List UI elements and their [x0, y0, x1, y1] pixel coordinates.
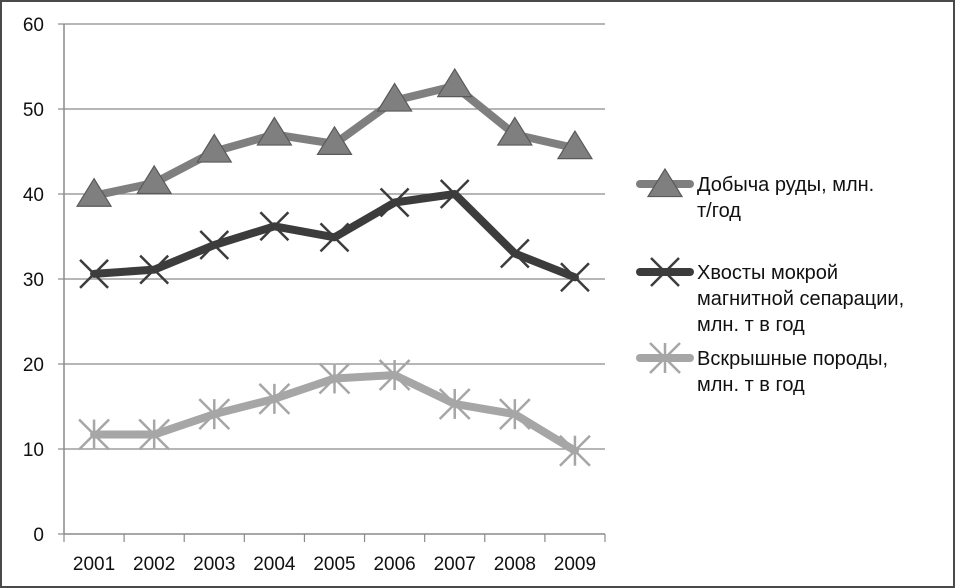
x-tick-labels: 2001 2002 2003 2004 2005 2006 2007 2008 2009	[73, 554, 596, 575]
series-2	[79, 179, 590, 293]
y-tick-label: 20	[23, 355, 44, 376]
data-point-marker	[316, 125, 353, 155]
axes	[63, 24, 605, 535]
y-tick-labels: 0 10 20 30 40 50 60	[23, 15, 44, 546]
legend-label: Добыча руды, млн.	[697, 174, 874, 196]
y-tick-label: 10	[23, 440, 44, 461]
data-point-marker	[259, 211, 290, 242]
x-tick-label: 2002	[133, 554, 175, 575]
legend-entry: Хвосты мокрой магнитной сепарации, млн. т …	[636, 257, 904, 336]
data-point-marker	[256, 116, 293, 146]
series-3	[78, 359, 591, 467]
data-point-marker	[499, 238, 530, 269]
y-tick-label: 40	[23, 185, 44, 206]
data-point-marker	[75, 177, 113, 207]
data-point-marker	[318, 362, 351, 395]
legend-label: млн. т в год	[697, 314, 805, 336]
x-tick-label: 2008	[494, 554, 536, 575]
legend-marker	[650, 257, 680, 287]
data-point-marker	[139, 254, 170, 285]
data-point-marker	[560, 262, 590, 293]
legend-label: магнитной сепарации,	[697, 288, 904, 310]
y-tick-label: 0	[33, 525, 44, 546]
series-1	[75, 67, 594, 207]
y-tick-label: 60	[23, 15, 44, 36]
data-point-marker	[79, 259, 109, 289]
data-point-marker	[319, 222, 350, 253]
data-point-marker	[138, 418, 171, 451]
x-tick-label: 2003	[193, 554, 235, 575]
data-point-marker	[78, 418, 110, 451]
legend-label: Вскрышные породы,	[697, 348, 888, 370]
y-tick-label: 50	[23, 100, 44, 121]
legend-label: т/год	[697, 200, 741, 222]
legend-entry: Добыча руды, млн. т/год	[636, 167, 874, 222]
legend-marker	[646, 167, 684, 198]
y-tick-label: 30	[23, 270, 44, 291]
data-point-marker	[258, 382, 291, 415]
data-point-marker	[438, 388, 471, 420]
x-tick-label: 2001	[73, 554, 115, 575]
x-tick-label: 2009	[554, 554, 596, 575]
data-point-marker	[379, 187, 410, 218]
data-point-marker	[199, 230, 230, 260]
data-point-marker	[496, 116, 533, 146]
legend-label: млн. т в год	[697, 374, 805, 396]
data-point-marker	[198, 398, 231, 431]
legend-label: Хвосты мокрой	[697, 262, 838, 284]
data-point-marker	[559, 434, 591, 467]
x-tick-label: 2007	[434, 554, 476, 575]
data-point-marker	[196, 133, 233, 163]
data-point-marker	[136, 164, 173, 195]
data-point-marker	[498, 398, 531, 431]
data-point-marker	[556, 129, 594, 160]
legend-marker	[649, 342, 681, 374]
x-tick-label: 2004	[253, 554, 296, 575]
x-tick-label: 2005	[313, 554, 355, 575]
legend: Добыча руды, млн. т/год Хвосты мокрой магни…	[636, 167, 904, 396]
legend-entry: Вскрышные породы, млн. т в год	[636, 342, 888, 396]
data-point-marker	[436, 67, 473, 98]
x-tick-label: 2006	[373, 554, 415, 575]
series-group	[75, 67, 594, 467]
data-point-marker	[439, 179, 470, 209]
data-point-marker	[376, 82, 413, 112]
data-point-marker	[378, 359, 411, 391]
